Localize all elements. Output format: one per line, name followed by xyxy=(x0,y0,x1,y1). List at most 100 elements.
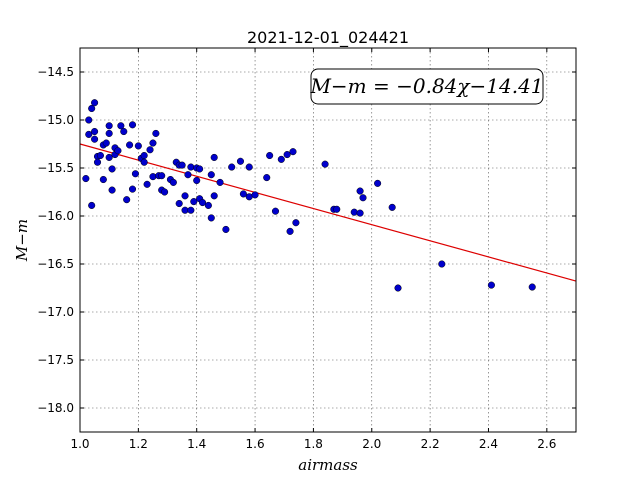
data-point xyxy=(356,209,364,217)
data-point xyxy=(487,281,495,289)
data-point xyxy=(85,130,93,138)
data-point xyxy=(134,142,142,150)
data-point xyxy=(108,165,116,173)
x-tick-label: 1.0 xyxy=(70,437,89,451)
data-point xyxy=(277,155,285,163)
y-tick-label: −16.0 xyxy=(37,209,74,223)
y-tick-label: −15.0 xyxy=(37,113,74,127)
data-point xyxy=(236,157,245,165)
data-point xyxy=(359,194,367,202)
x-tick-label: 1.8 xyxy=(304,437,323,451)
data-point xyxy=(158,172,166,180)
data-point xyxy=(91,127,99,136)
data-point xyxy=(91,135,99,143)
x-tick-label: 2.0 xyxy=(362,437,381,451)
x-tick-label: 2.2 xyxy=(421,437,440,451)
data-point xyxy=(204,201,212,209)
x-axis-label: airmass xyxy=(298,456,358,474)
y-tick-label: −15.5 xyxy=(37,161,74,175)
data-point xyxy=(228,163,236,171)
data-point xyxy=(207,171,215,179)
fit-line xyxy=(79,143,577,282)
data-point xyxy=(198,199,207,207)
data-point xyxy=(350,208,358,216)
fit-annotation: M−m = −0.84χ−14.41 xyxy=(309,68,544,105)
y-tick-label: −14.5 xyxy=(37,65,74,79)
data-point xyxy=(289,148,297,156)
data-point xyxy=(187,163,195,171)
data-point xyxy=(149,173,157,181)
data-point xyxy=(105,122,113,130)
data-point xyxy=(216,178,224,186)
data-point xyxy=(120,127,128,136)
data-point xyxy=(128,121,137,129)
chart-title: 2021-12-01_024421 xyxy=(247,28,409,48)
data-point xyxy=(333,205,341,213)
data-point xyxy=(528,283,536,291)
y-tick-label: −18.0 xyxy=(37,401,74,415)
data-point xyxy=(175,199,183,208)
data-point xyxy=(88,201,96,209)
data-point xyxy=(178,161,186,169)
data-point xyxy=(117,122,125,130)
x-tick-label: 2.6 xyxy=(537,437,556,451)
data-point xyxy=(88,104,96,113)
data-point xyxy=(126,141,134,149)
data-point xyxy=(292,219,300,227)
data-point xyxy=(266,151,274,160)
annotation-text: M−m = −0.84χ−14.41 xyxy=(309,74,543,98)
data-point xyxy=(321,160,329,168)
x-tick-label: 2.4 xyxy=(479,437,498,451)
data-point xyxy=(99,175,107,184)
data-point xyxy=(283,151,291,159)
data-points xyxy=(82,99,536,292)
data-point xyxy=(91,99,99,107)
data-point xyxy=(394,284,402,292)
data-point xyxy=(131,170,139,178)
data-point xyxy=(143,180,151,188)
x-tick-label: 1.4 xyxy=(187,437,206,451)
data-point xyxy=(190,198,198,206)
data-point xyxy=(140,151,148,160)
data-point xyxy=(123,196,131,204)
data-point xyxy=(102,139,110,147)
data-point xyxy=(239,190,247,198)
x-tick-label: 1.6 xyxy=(246,437,265,451)
data-point xyxy=(184,171,192,179)
data-point xyxy=(149,139,157,147)
data-point xyxy=(96,151,104,160)
data-point xyxy=(85,116,93,124)
data-point xyxy=(251,191,259,199)
data-point xyxy=(388,203,396,211)
data-point xyxy=(210,153,218,161)
data-point xyxy=(271,207,280,215)
data-point xyxy=(286,227,294,235)
data-point xyxy=(140,158,148,166)
data-point xyxy=(82,175,90,183)
data-point xyxy=(108,186,116,194)
data-point xyxy=(374,179,382,187)
data-point xyxy=(193,176,201,185)
x-tick-label: 1.2 xyxy=(129,437,148,451)
data-point xyxy=(196,165,204,173)
data-point xyxy=(152,129,160,137)
plot-area xyxy=(80,48,576,432)
data-point xyxy=(210,192,218,200)
plot-frame xyxy=(79,47,577,433)
data-point xyxy=(146,146,154,154)
data-point xyxy=(105,129,113,137)
y-tick-label: −16.5 xyxy=(37,257,74,271)
y-axis-label: M−m xyxy=(13,219,31,262)
data-point xyxy=(207,214,215,222)
data-point xyxy=(93,158,102,166)
axis-ticks: 1.0 1.2 1.4 1.6 1.8 2.0 2.2 2.4 2.6 −14.5 −15.0 −15… xyxy=(37,48,576,451)
data-point xyxy=(356,187,364,195)
y-tick-label: −17.0 xyxy=(37,305,74,319)
data-point xyxy=(438,260,446,268)
data-point xyxy=(161,188,169,196)
data-point xyxy=(169,178,177,186)
data-point xyxy=(114,147,122,155)
data-point xyxy=(245,163,253,171)
data-point xyxy=(128,185,137,193)
